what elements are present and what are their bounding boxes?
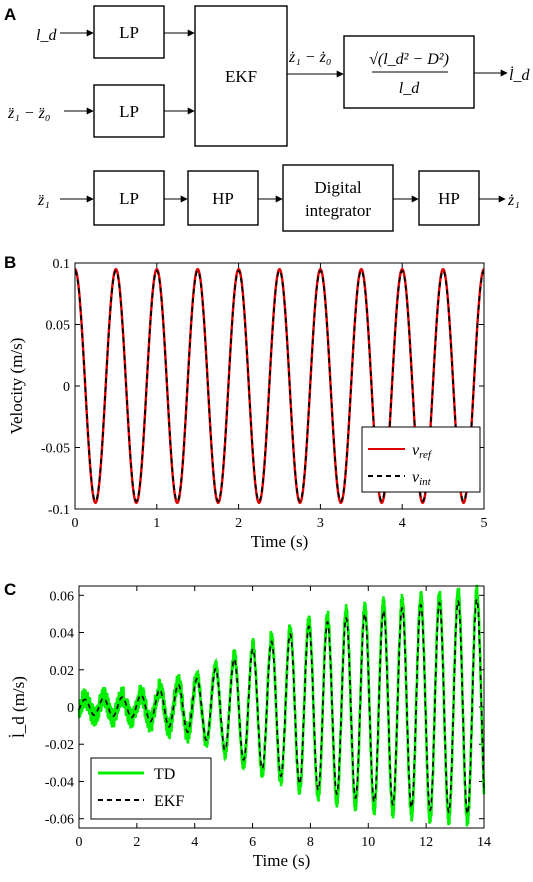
velocity-chart-ylabel: Velocity (m/s) (7, 338, 26, 435)
lp-block-2 (93, 84, 165, 138)
ld-dot-chart-ytick-label: 0.02 (50, 664, 75, 679)
velocity-chart-xlabel: Time (s) (251, 532, 308, 551)
velocity-chart-legend: vref vint (361, 426, 481, 493)
legend-td-label: TD (154, 766, 175, 783)
hp-block-1-label: HP (212, 189, 234, 208)
velocity-chart-ytick-label: -0.1 (48, 503, 70, 518)
signal-velocity-diff: ż₁ − ż₀ (288, 49, 331, 66)
signal-z1-accel: z̈₁ (37, 192, 50, 209)
formula-numerator: √(l_d² − D²) (369, 51, 449, 68)
td-series-line (77, 584, 486, 827)
block-diagram: A l_d LP z̈₁ − z̈₀ LP EKF ż₁ − ż₀ √(l_d²… (4, 5, 530, 232)
velocity-chart-xtick-label: 4 (399, 516, 406, 531)
lp-block-3 (93, 170, 165, 226)
ld-dot-chart-legend: TD EKF (90, 757, 212, 820)
ld-dot-chart-xtick-label: 0 (76, 835, 83, 850)
signal-ld-dot-output: l̇_d (509, 66, 530, 84)
ld-dot-chart-xtick-label: 14 (477, 835, 491, 850)
ld-dot-chart-ytick-label: 0 (67, 701, 74, 716)
legend-ekf-label: EKF (154, 793, 184, 810)
signal-accel-diff: z̈₁ − z̈₀ (7, 105, 50, 122)
ld-dot-chart-xtick-label: 12 (419, 835, 433, 850)
ekf-block-label: EKF (225, 67, 257, 86)
formula-denominator: l_d (399, 80, 420, 97)
velocity-chart-ytick-label: 0.05 (46, 319, 71, 334)
integrator-label-1: Digital (314, 178, 361, 197)
lp-block-3-label: LP (119, 189, 139, 208)
ld-dot-chart-xtick-label: 8 (307, 835, 314, 850)
ld-dot-chart-ylabel: l̇_d (m/s) (9, 676, 28, 738)
panel-label-a: A (4, 5, 16, 24)
velocity-chart-xtick-label: 1 (153, 516, 160, 531)
ld-dot-chart-plot-area (78, 585, 485, 829)
ekf-block (194, 5, 288, 147)
velocity-chart-xtick-label: 3 (317, 516, 324, 531)
velocity-chart-plot-area (74, 262, 485, 510)
integrator-label-2: integrator (305, 201, 371, 220)
velocity-chart: B Velocity (m/s) Time (s) 0 1 2 3 4 5 -0.1 -0.0… (4, 253, 488, 551)
velocity-chart-ytick-label: 0.1 (53, 257, 71, 272)
ld-dot-chart-ytick-label: 0.04 (50, 627, 75, 642)
hp-block-1 (187, 170, 259, 226)
panel-label-b: B (4, 253, 16, 272)
ld-dot-chart-ytick-label: -0.02 (45, 738, 74, 753)
signal-z1-dot-output: ż₁ (507, 192, 520, 209)
panel-label-c: C (4, 580, 16, 599)
ld-dot-chart-ytick-label: -0.04 (45, 775, 74, 790)
ld-dot-chart: C l̇_d (m/s) Time (s) 0 2 4 6 8 10 12 14 -0.06 -0… (4, 580, 491, 870)
ld-dot-chart-xlabel: Time (s) (253, 851, 310, 870)
velocity-chart-ytick-label: -0.05 (41, 442, 70, 457)
velocity-chart-xtick-label: 5 (481, 516, 488, 531)
signal-ld-input: l_d (36, 27, 57, 44)
lp-block-2-label: LP (119, 102, 139, 121)
ld-dot-chart-xtick-label: 2 (133, 835, 140, 850)
integrator-block (282, 164, 394, 232)
velocity-chart-xtick-label: 2 (235, 516, 242, 531)
hp-block-2-label: HP (438, 189, 460, 208)
ld-dot-chart-ytick-label: -0.06 (45, 813, 74, 828)
velocity-chart-ytick-label: 0 (63, 380, 70, 395)
lp-block-1 (93, 5, 165, 59)
ekf-series-line (78, 598, 485, 815)
ld-dot-chart-ytick-label: 0.06 (50, 589, 75, 604)
ld-dot-chart-xtick-label: 10 (361, 835, 375, 850)
ld-dot-chart-xtick-label: 4 (191, 835, 198, 850)
ld-dot-chart-xtick-label: 6 (249, 835, 256, 850)
velocity-chart-xtick-label: 0 (72, 516, 79, 531)
hp-block-2 (418, 170, 480, 226)
lp-block-1-label: LP (119, 23, 139, 42)
